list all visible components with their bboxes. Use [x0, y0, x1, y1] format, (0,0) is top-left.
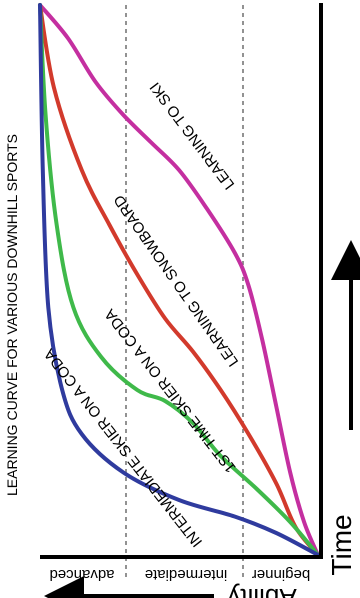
y-axis-label: Time — [326, 514, 357, 575]
x-category-intermediate: intermediate — [145, 566, 228, 583]
x-axis-label: Ability — [227, 583, 296, 598]
series-line-0 — [38, 3, 320, 557]
x-category-beginner: beginner — [252, 566, 310, 583]
x-category-advanced: advanced — [49, 566, 114, 583]
series-layer — [38, 3, 320, 557]
series-label-coda-intermediate: INTERMEDIATE SKIER ON A CODA — [41, 345, 206, 550]
chart-title: LEARNING CURVE FOR VARIOUS DOWNHILL SPOR… — [4, 134, 20, 496]
series-line-2 — [38, 3, 320, 557]
series-line-3 — [38, 3, 320, 557]
series-label-ski: LEARNING TO SKI — [147, 79, 239, 193]
series-line-1 — [38, 3, 320, 557]
